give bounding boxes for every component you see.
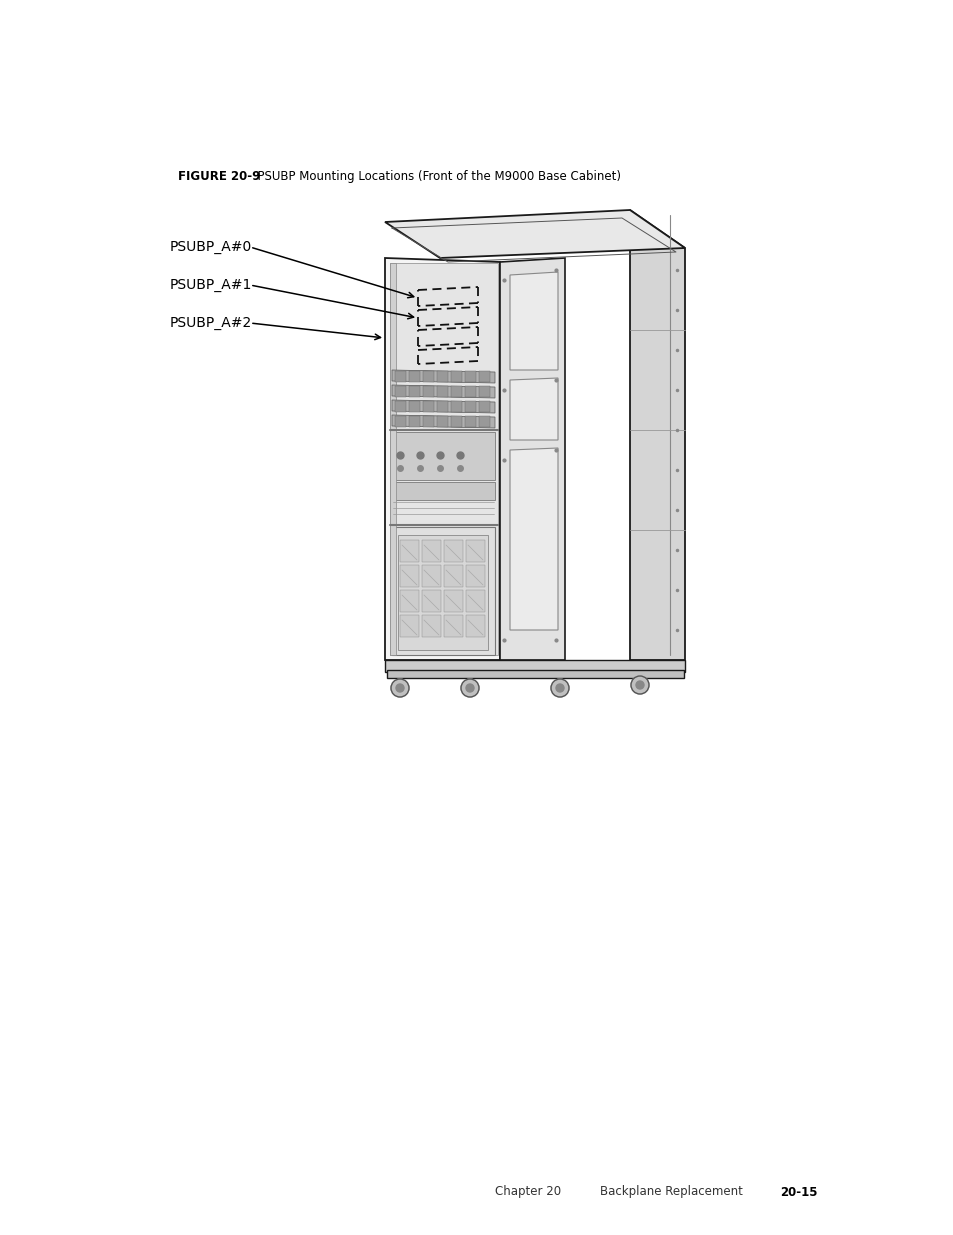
Text: Chapter 20: Chapter 20 <box>495 1186 560 1198</box>
Polygon shape <box>451 370 461 382</box>
Polygon shape <box>385 210 684 258</box>
Circle shape <box>551 679 568 697</box>
Polygon shape <box>392 385 495 398</box>
Polygon shape <box>399 540 418 562</box>
Polygon shape <box>629 210 684 659</box>
Polygon shape <box>399 564 418 587</box>
Polygon shape <box>510 448 558 630</box>
Polygon shape <box>392 527 495 655</box>
Polygon shape <box>443 564 462 587</box>
Polygon shape <box>392 432 495 480</box>
Polygon shape <box>385 659 684 672</box>
Polygon shape <box>422 416 434 427</box>
Polygon shape <box>451 387 461 396</box>
Polygon shape <box>395 370 406 382</box>
Text: PSUBP Mounting Locations (Front of the M9000 Base Cabinet): PSUBP Mounting Locations (Front of the M… <box>250 170 620 183</box>
Polygon shape <box>443 540 462 562</box>
Polygon shape <box>392 370 495 383</box>
Circle shape <box>630 676 648 694</box>
Polygon shape <box>421 540 440 562</box>
Polygon shape <box>443 615 462 637</box>
Text: 20-15: 20-15 <box>780 1186 817 1198</box>
Polygon shape <box>436 401 448 412</box>
Polygon shape <box>478 370 490 382</box>
Polygon shape <box>397 535 488 650</box>
Polygon shape <box>395 387 406 396</box>
Polygon shape <box>510 272 558 370</box>
Text: Backplane Replacement: Backplane Replacement <box>599 1186 742 1198</box>
Circle shape <box>556 684 563 692</box>
Polygon shape <box>465 564 484 587</box>
Circle shape <box>460 679 478 697</box>
Polygon shape <box>478 401 490 412</box>
Polygon shape <box>478 416 490 427</box>
Circle shape <box>636 680 643 689</box>
Polygon shape <box>421 590 440 613</box>
Polygon shape <box>464 370 476 382</box>
Polygon shape <box>385 258 499 659</box>
Polygon shape <box>436 416 448 427</box>
Text: PSUBP_A#0: PSUBP_A#0 <box>170 240 252 254</box>
Polygon shape <box>392 415 495 429</box>
Polygon shape <box>465 615 484 637</box>
Polygon shape <box>409 416 419 427</box>
Polygon shape <box>464 401 476 412</box>
Polygon shape <box>499 258 564 659</box>
Polygon shape <box>409 387 419 396</box>
Circle shape <box>465 684 474 692</box>
Polygon shape <box>465 590 484 613</box>
Circle shape <box>395 684 403 692</box>
Text: PSUBP_A#2: PSUBP_A#2 <box>170 316 252 330</box>
Polygon shape <box>399 615 418 637</box>
Circle shape <box>391 679 409 697</box>
Polygon shape <box>395 401 406 412</box>
Polygon shape <box>422 370 434 382</box>
Polygon shape <box>436 370 448 382</box>
Polygon shape <box>451 401 461 412</box>
Polygon shape <box>409 370 419 382</box>
Polygon shape <box>390 263 497 655</box>
Polygon shape <box>409 401 419 412</box>
Polygon shape <box>421 615 440 637</box>
Polygon shape <box>390 263 395 655</box>
Text: FIGURE 20-9: FIGURE 20-9 <box>178 170 260 183</box>
Polygon shape <box>387 671 683 678</box>
Polygon shape <box>395 416 406 427</box>
Polygon shape <box>465 540 484 562</box>
Polygon shape <box>422 387 434 396</box>
Polygon shape <box>421 564 440 587</box>
Polygon shape <box>478 387 490 396</box>
Text: PSUBP_A#1: PSUBP_A#1 <box>170 278 253 291</box>
Polygon shape <box>451 416 461 427</box>
Polygon shape <box>399 590 418 613</box>
Polygon shape <box>443 590 462 613</box>
Polygon shape <box>436 387 448 396</box>
Polygon shape <box>392 482 495 500</box>
Polygon shape <box>464 387 476 396</box>
Polygon shape <box>422 401 434 412</box>
Polygon shape <box>464 416 476 427</box>
Polygon shape <box>392 400 495 412</box>
Polygon shape <box>510 378 558 440</box>
